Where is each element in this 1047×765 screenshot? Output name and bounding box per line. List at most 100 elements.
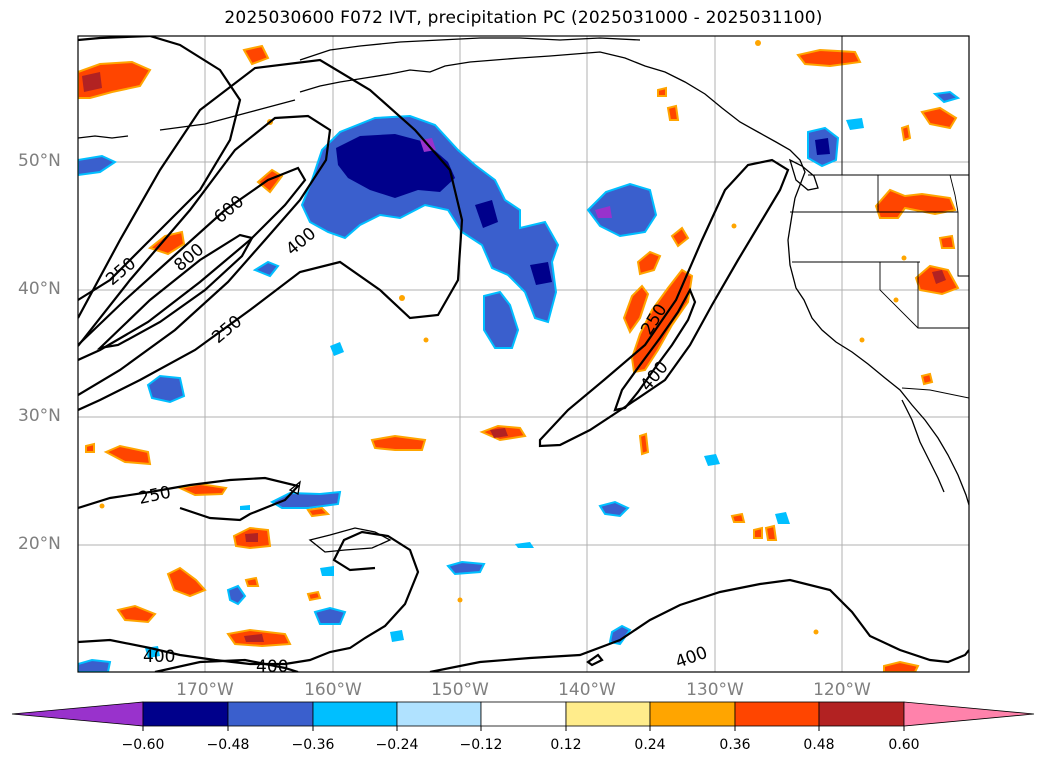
precip-red-core [490,428,508,438]
ivt-contours [78,36,969,672]
colorbar-tick-label: 0.24 [634,737,666,753]
colorbar-segment [227,701,314,727]
precip-orange-patch [370,434,427,451]
coastline-hawaii-big [288,480,301,495]
precip-orange-patch [638,432,650,456]
colorbar [11,701,1035,731]
precip-blue-patch [586,182,658,238]
precip-red-core [244,634,264,642]
precip-orange-patch [753,526,763,539]
precip-orange-patch [103,444,152,466]
precip-lightblue-patch [515,542,534,548]
ivt-contour-250-south [78,476,301,522]
coastlines [78,37,969,553]
precip-orange-patch [883,660,920,672]
ivt-contour-400-south [154,658,299,672]
coastline-hawaii-main [308,527,392,553]
precip-orange-patch [147,230,186,256]
precip-orange-patch [920,372,934,386]
coastline-kamchatka [78,135,129,139]
precip-orange-patch [242,44,270,66]
colorbar-tick-label: −0.48 [206,737,250,753]
colorbar-segment [312,701,398,727]
precip-blue-patch [226,584,247,606]
precip-orange-patch [796,48,862,68]
ivt-contour-river [538,158,790,448]
ivt-contour-250-northwest [78,58,464,412]
precip-orange-patch [244,576,260,587]
precip-lightblue-patch [704,454,720,466]
precip-lightblue-patch [775,512,790,524]
ivt-contour-250-upper [78,36,242,301]
ivt-contour-400-southeast [429,578,969,672]
precip-lightblue-patch [240,505,250,510]
colorbar-segment [565,701,651,727]
coastline-baja [901,399,945,493]
colorbar-extend-low [11,701,144,727]
precip-orange-patch [938,234,956,249]
colorbar-tick-label: 0.60 [888,737,920,753]
precip-darkblue-patch [475,200,498,228]
precip-darkblue-patch [815,138,830,155]
lon-label-160w: 160°W [304,680,362,700]
precip-orange-patch [116,604,157,624]
map-title: 2025030600 F072 IVT, precipitation PC (2… [224,8,823,28]
ivt-contour-600 [78,166,307,362]
precip-blue-patch [313,606,347,625]
lon-label-150w: 150°W [431,680,489,700]
colorbar-extend-high [903,701,1035,727]
precip-orange-patch [874,188,957,219]
precip-orange-patch [730,512,746,523]
lon-label-120w: 120°W [813,680,871,700]
ivt-contour-south-loop [586,653,604,667]
lat-label-30n: 30°N [18,406,61,426]
precip-lightblue-patch [390,630,404,642]
precip-blue-patch [78,658,112,672]
ivt-contour-800 [96,233,254,350]
lon-label-170w: 170°W [176,680,234,700]
map-frame [77,35,970,673]
lat-label-20n: 20°N [18,534,61,554]
coastline-aleutians [159,99,296,131]
lat-label-50n: 50°N [18,151,61,171]
coastline-west-coast-us [787,197,969,506]
precip-orange-patch [256,168,284,194]
precip-orange-patch [636,250,662,276]
colorbar-segment [649,701,736,727]
precip-orange-patch [900,124,912,142]
precip-lightblue-patch [320,566,334,576]
precip-blue-patch [598,500,630,518]
precip-blue-patch [78,154,118,177]
precip-orange-patch [85,442,95,453]
colorbar-tick-label: −0.24 [375,737,419,753]
colorbar-tick-label: −0.12 [459,737,503,753]
border-nv-ut [957,212,969,277]
precip-orange-patch [920,106,958,130]
precip-lightblue-patch [330,342,344,356]
precip-purple-patch [595,206,612,218]
precip-orange-patch [166,566,207,598]
colorbar-tick-label: −0.60 [121,737,165,753]
precip-orange-patch [670,226,690,248]
precip-red-core [932,270,946,284]
border-id-mt [949,174,959,213]
precip-negative-areas [78,90,961,672]
border-ca-nv [879,262,969,329]
colorbar-segment [818,701,905,727]
coastline-alaska [299,51,806,199]
coastline-vancouver-island [788,158,819,191]
coastline-alaska-north [299,37,641,61]
colorbar-segment [396,701,482,727]
colorbar-tick-label: 0.36 [719,737,751,753]
precip-blue-patch [446,560,486,576]
precip-red-core [82,72,102,92]
ivt-contour-river-inner [613,287,697,412]
lon-label-130w: 130°W [686,680,744,700]
colorbar-tick-label: 0.48 [803,737,835,753]
colorbar-tick-label: −0.36 [291,737,335,753]
ivt-contour-south-main [78,530,420,666]
precip-red-core [245,533,258,542]
precip-blue-patch [483,290,520,349]
map-background [78,36,969,672]
